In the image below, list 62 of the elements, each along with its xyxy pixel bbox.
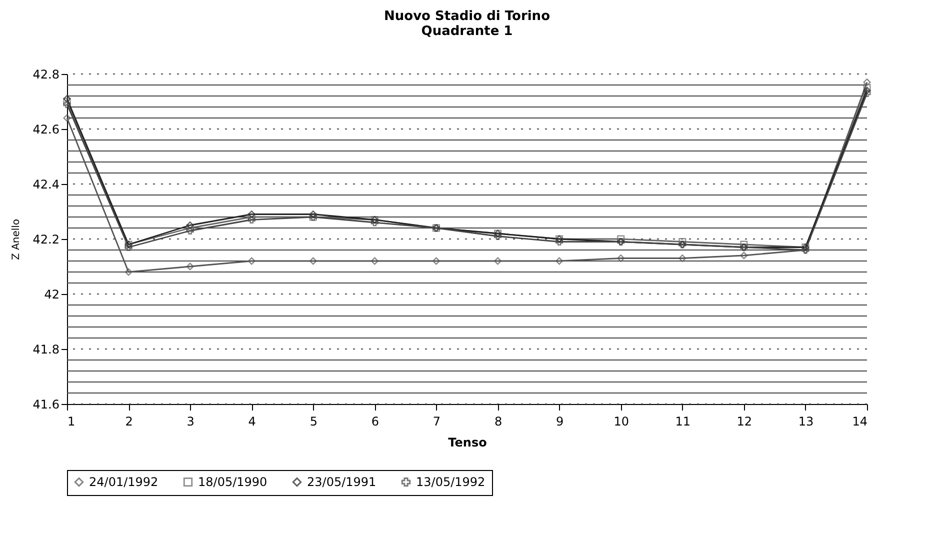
x-tick-label: 10	[614, 414, 629, 428]
point	[432, 257, 440, 265]
point	[740, 252, 748, 260]
y-tick-label: 42	[44, 288, 60, 302]
point	[248, 216, 256, 224]
point	[124, 243, 132, 252]
point	[370, 257, 378, 265]
legend-label: 18/05/1990	[198, 475, 268, 490]
point	[678, 254, 686, 262]
x-tick-label: 1	[68, 414, 76, 428]
point	[309, 257, 317, 265]
chart-subtitle: Quadrante 1	[421, 24, 513, 39]
point	[309, 210, 317, 218]
point	[617, 254, 625, 262]
point	[63, 100, 71, 108]
x-tick-label: 5	[310, 414, 318, 428]
point	[863, 84, 871, 92]
point	[740, 240, 748, 248]
x-tick-label: 8	[494, 414, 502, 428]
x-tick-label: 14	[852, 414, 868, 428]
y-tick-label: 42.6	[32, 122, 60, 136]
point	[63, 98, 71, 106]
x-tick-label: 12	[736, 414, 752, 428]
x-tick-label: 4	[248, 414, 256, 428]
point	[494, 257, 502, 265]
point	[494, 232, 502, 240]
y-tick-label: 42.4	[32, 178, 60, 192]
x-tick-label: 2	[125, 414, 133, 428]
point	[248, 210, 256, 218]
point	[186, 226, 194, 235]
y-tick-label: 42.8	[32, 68, 60, 82]
y-tick-label: 41.8	[32, 342, 60, 356]
x-tick-label: 7	[432, 414, 441, 428]
point	[248, 213, 256, 221]
y-tick-label: 42.2	[32, 232, 60, 246]
x-axis-title: Tenso	[448, 436, 487, 450]
point	[186, 221, 194, 230]
point	[186, 224, 194, 232]
point	[124, 268, 132, 276]
x-tick-label: 6	[371, 414, 380, 428]
point	[863, 78, 871, 86]
x-tick-label: 11	[675, 414, 691, 428]
point	[63, 94, 71, 103]
x-tick-label: 13	[798, 414, 814, 428]
point	[678, 238, 686, 246]
y-axis-title: Z Anello	[10, 218, 22, 260]
chart-title: Nuovo Stadio di Torino	[384, 9, 550, 24]
point	[186, 262, 194, 270]
x-tick-label: 3	[186, 414, 194, 428]
y-tick-label: 41.6	[32, 398, 60, 412]
point	[556, 257, 564, 265]
legend-label: 23/05/1991	[307, 475, 376, 490]
legend-label: 24/01/1992	[89, 475, 158, 490]
point	[370, 218, 378, 226]
legend-label: 13/05/1992	[416, 475, 486, 490]
x-tick-label: 9	[556, 414, 564, 428]
point	[556, 238, 564, 246]
point	[863, 86, 871, 94]
point	[248, 257, 256, 265]
point	[863, 89, 871, 98]
point	[63, 114, 71, 122]
point	[617, 235, 625, 243]
